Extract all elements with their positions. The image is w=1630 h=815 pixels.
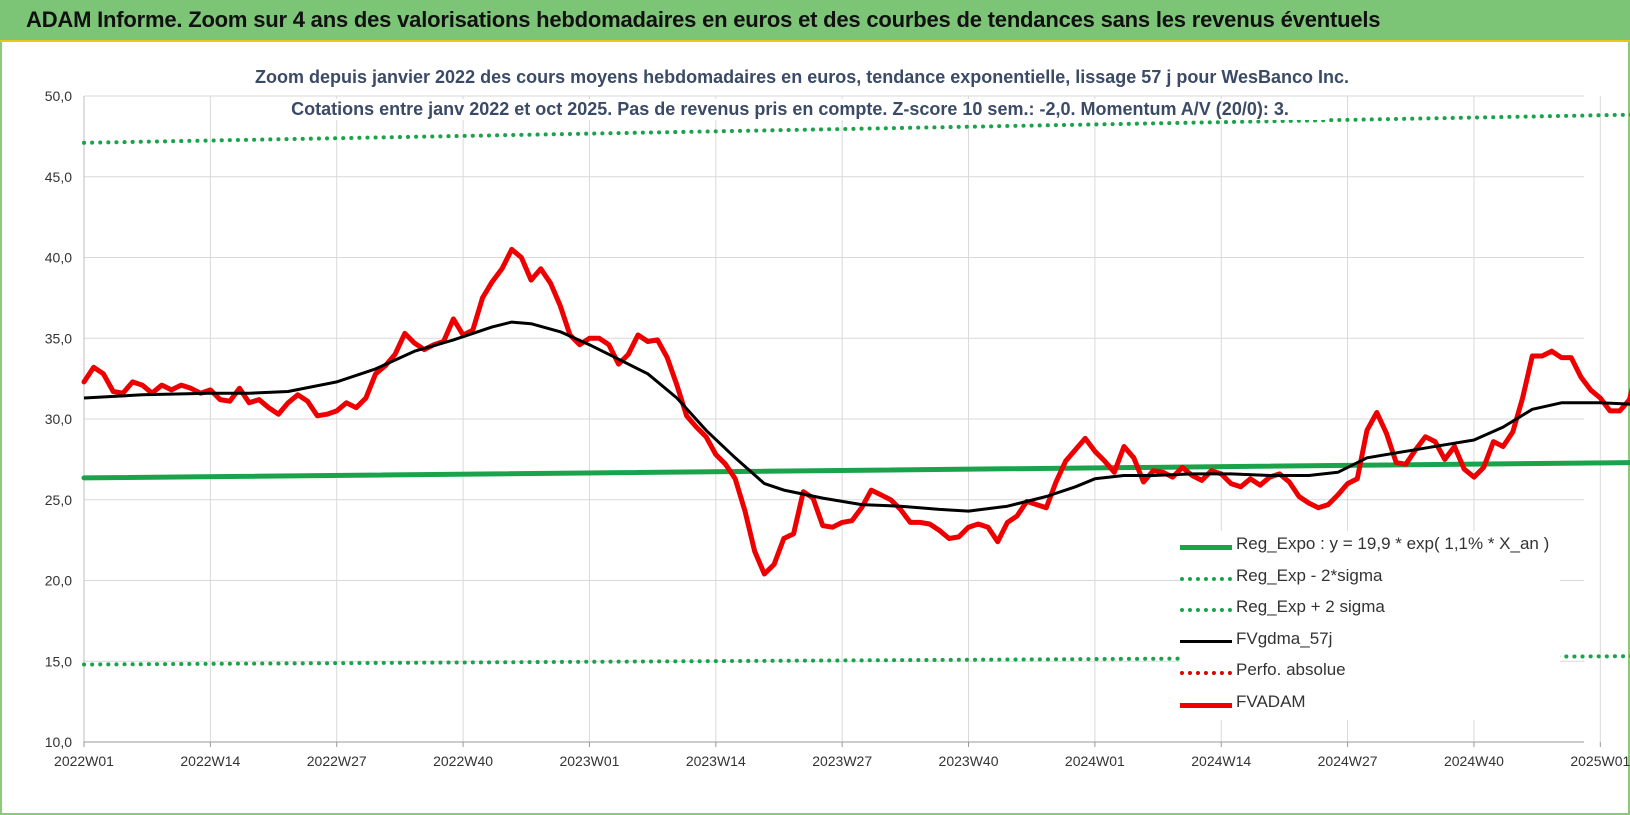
legend-label: FVADAM <box>1236 691 1306 711</box>
x-tick-label: 2022W14 <box>180 753 240 769</box>
y-tick-label: 15,0 <box>45 653 72 669</box>
x-tick-label: 2023W01 <box>559 753 619 769</box>
series-fvadam <box>81 246 1630 577</box>
legend-swatch <box>1180 545 1232 550</box>
y-tick-label: 45,0 <box>45 169 72 185</box>
legend-item: Reg_Exp - 2*sigma <box>1180 563 1560 595</box>
y-tick-label: 35,0 <box>45 330 72 346</box>
legend-item: Reg_Expo : y = 19,9 * exp( 1,1% * X_an ) <box>1180 531 1560 563</box>
legend-swatch <box>1180 639 1232 643</box>
legend-swatch <box>1180 702 1232 708</box>
legend-label: FVgdma_57j <box>1236 628 1333 648</box>
legend-label: Reg_Expo : y = 19,9 * exp( 1,1% * X_an ) <box>1236 534 1550 553</box>
x-tick-label: 2023W27 <box>812 753 872 769</box>
y-tick-label: 10,0 <box>45 734 72 750</box>
y-tick-label: 25,0 <box>45 492 72 508</box>
series-fvgdma-57j <box>83 320 1630 513</box>
legend-item: FVADAM <box>1180 689 1560 721</box>
series-lines <box>81 112 1630 667</box>
y-tick-label: 50,0 <box>45 88 72 104</box>
x-tick-label: 2024W40 <box>1444 753 1504 769</box>
legend-label: Perfo. absolue <box>1236 660 1346 679</box>
x-tick-label: 2022W27 <box>307 753 367 769</box>
y-tick-label: 30,0 <box>45 411 72 427</box>
x-tick-label: 2024W14 <box>1191 753 1251 769</box>
y-tick-label: 40,0 <box>45 250 72 266</box>
legend-swatch <box>1180 671 1232 675</box>
chart-title-line-1: Zoom depuis janvier 2022 des cours moyen… <box>255 67 1350 88</box>
series-reg-exp-2-sigma <box>82 112 1630 145</box>
y-tick-label: 20,0 <box>45 573 72 589</box>
x-tick-label: 2023W14 <box>686 753 746 769</box>
x-tick-label: 2024W01 <box>1065 753 1125 769</box>
legend-swatch <box>1180 608 1232 612</box>
report-banner: ADAM Informe. Zoom sur 4 ans des valoris… <box>0 0 1630 42</box>
legend-swatch <box>1180 576 1232 581</box>
x-tick-label: 2023W40 <box>939 753 999 769</box>
chart-legend: Reg_Expo : y = 19,9 * exp( 1,1% * X_an )… <box>1180 531 1560 720</box>
series-reg-exp-2-sigma <box>82 654 1630 667</box>
legend-label: Reg_Exp + 2 sigma <box>1236 597 1385 616</box>
x-tick-label: 2025W01 <box>1570 753 1630 769</box>
legend-item: Perfo. absolue <box>1180 657 1560 689</box>
report-title: ADAM Informe. Zoom sur 4 ans des valoris… <box>26 7 1381 32</box>
chart-title-line-2: Cotations entre janv 2022 et oct 2025. P… <box>255 99 1325 120</box>
legend-label: Reg_Exp - 2*sigma <box>1236 565 1383 585</box>
legend-item: Reg_Exp + 2 sigma <box>1180 594 1560 626</box>
x-tick-label: 2022W40 <box>433 753 493 769</box>
x-tick-label: 2022W01 <box>54 753 114 769</box>
axes: 10,0 15,0 20,0 25,0 30,0 35,0 40,0 45,0 50,0 2022… <box>45 88 1630 769</box>
x-tick-label: 2024W27 <box>1318 753 1378 769</box>
legend-item: FVgdma_57j <box>1180 626 1560 658</box>
